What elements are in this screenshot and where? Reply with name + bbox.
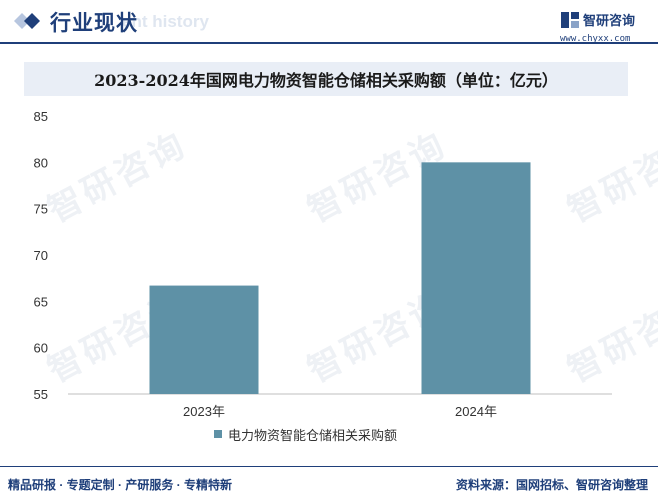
x-tick-label: 2023年: [183, 404, 225, 419]
y-tick-label: 75: [34, 202, 48, 217]
diamond-icon: [14, 13, 40, 29]
page-title: 行业现状: [50, 12, 138, 35]
y-tick-label: 65: [34, 294, 48, 309]
chart-title-band: 2023-2024年国网电力物资智能仓储相关采购额（单位：亿元）: [24, 62, 628, 96]
bar: [149, 285, 259, 394]
logo-name: 智研咨询: [583, 13, 636, 28]
bar: [421, 162, 531, 394]
header: ent history 行业现状: [0, 0, 658, 44]
y-tick-label: 70: [34, 248, 48, 263]
legend-swatch: [214, 430, 222, 438]
brand-logo: 智研咨询 www.chyxx.com: [560, 8, 652, 44]
y-tick-label: 55: [34, 387, 48, 402]
header-divider: [0, 42, 658, 44]
chart-title: 2023-2024年国网电力物资智能仓储相关采购额（单位：亿元）: [94, 71, 558, 90]
y-tick-label: 85: [34, 109, 48, 124]
footer-services: 精品研报 · 专题定制 · 产研服务 · 专精特新: [8, 478, 232, 492]
footer-divider: [0, 466, 658, 467]
header-subtitle: ent history: [122, 12, 209, 31]
y-tick-label: 80: [34, 155, 48, 170]
x-tick-label: 2024年: [455, 404, 497, 419]
logo-url: www.chyxx.com: [560, 34, 631, 44]
footer-source: 资料来源：国网招标、智研咨询整理: [455, 478, 648, 492]
logo-mark-icon: [561, 12, 579, 28]
legend-label: 电力物资智能仓储相关采购额: [228, 428, 397, 443]
y-tick-label: 60: [34, 341, 48, 356]
